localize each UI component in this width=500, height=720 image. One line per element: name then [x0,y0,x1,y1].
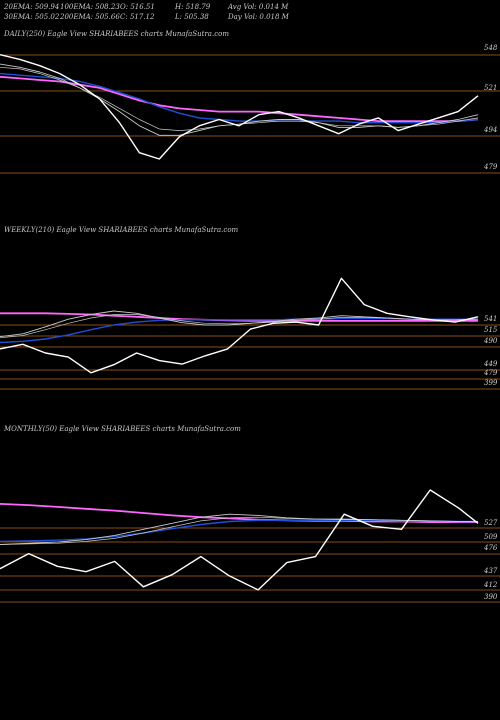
chart-panel: MONTHLY(50) Eagle View SHARIABEES charts… [0,425,500,603]
tick-label: 399 [484,379,498,387]
price-line [0,277,479,374]
ema-20-line [0,513,478,545]
header-row2-item: L: 505.38 [174,13,209,21]
tick-label: 527 [484,519,498,527]
indicator-header: 20EMA: 509.94 100EMA: 508.23 O: 516.51 H: 5… [3,3,290,21]
header-row2-item: 200EMA: 505.66 [59,13,120,21]
chart-title: MONTHLY(50) Eagle View SHARIABEES charts… [3,425,241,433]
tick-label: 509 [484,533,498,541]
header-row1-item: Avg Vol: 0.014 M [227,3,289,11]
chart-title: WEEKLY(210) Eagle View SHARIABEES charts… [4,226,239,234]
chart-panels: DAILY(250) Eagle View SHARIABEES charts … [0,30,500,603]
header-row1-item: 20EMA: 509.94 [3,3,59,11]
header-row1-item: H: 518.79 [174,3,211,11]
ema-100-line [0,519,478,543]
price-line [0,489,479,591]
header-row2-item: 30EMA: 505.02 [4,13,60,21]
tick-label: 479 [483,163,498,171]
header-row1-item: O: 516.51 [120,3,155,11]
tick-label: 548 [484,44,498,52]
tick-label: 479 [483,369,498,377]
tick-label: 449 [483,360,498,368]
header-row2-item: C: 517.12 [120,13,155,21]
tick-label: 390 [484,593,498,601]
chart-panel: DAILY(250) Eagle View SHARIABEES charts … [0,30,500,174]
ema-100-line [0,72,479,124]
header-row2-item: Day Vol: 0.018 M [227,13,290,21]
ema-200-line [0,312,478,322]
tick-label: 521 [484,84,497,92]
tick-label: 490 [483,337,498,345]
header-row1-item: 100EMA: 508.23 [60,3,120,11]
ema-20-line [0,310,479,338]
price-line [0,54,479,160]
chart-panel: WEEKLY(210) Eagle View SHARIABEES charts… [0,226,500,390]
chart-title: DAILY(250) Eagle View SHARIABEES charts … [3,30,229,38]
tick-label: 437 [483,567,498,575]
tick-label: 541 [484,315,497,323]
ema-20-line [0,63,479,136]
tick-label: 515 [484,326,498,334]
tick-label: 494 [483,126,497,134]
tick-label: 412 [483,581,498,589]
tick-label: 476 [483,544,498,552]
